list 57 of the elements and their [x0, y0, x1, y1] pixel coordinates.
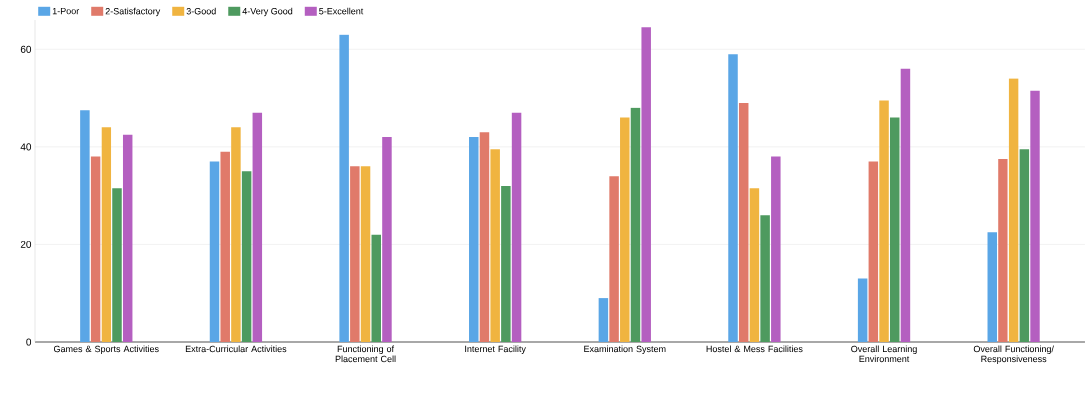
- bar: [630, 107, 641, 342]
- y-tick-label: 20: [20, 240, 32, 248]
- bar: [609, 176, 619, 342]
- bar: [749, 188, 760, 342]
- bar: [220, 151, 230, 342]
- x-tick-label: Overall Functioning/ Responsiveness: [973, 345, 1054, 364]
- bar: [511, 112, 522, 342]
- bar: [728, 54, 738, 342]
- bar: [501, 185, 511, 342]
- bar: [469, 137, 479, 342]
- legend-label: 4-Very Good: [242, 7, 293, 17]
- bar: [1030, 90, 1040, 342]
- legend-label: 5-Excellent: [319, 7, 364, 15]
- x-tick-label: Examination System: [584, 345, 666, 354]
- bar: [80, 110, 90, 342]
- bar: [620, 117, 630, 342]
- x-tick-label: Functioning of Placement Cell: [335, 345, 396, 363]
- bar: [360, 166, 371, 342]
- bar: [598, 298, 609, 342]
- bar: [112, 188, 122, 342]
- bar: [998, 159, 1008, 342]
- x-tick-label: Overall Learning Environment: [851, 345, 917, 363]
- bar: [771, 156, 781, 342]
- bar: [209, 161, 220, 342]
- x-tick-label: Hostel & Mess Facilities: [706, 345, 803, 353]
- bar: [371, 234, 381, 342]
- x-tick-label: Internet Facility: [465, 345, 526, 354]
- y-tick-label: 0: [26, 338, 32, 346]
- bar: [900, 68, 911, 342]
- y-tick-label: 60: [20, 45, 32, 53]
- bar: [382, 137, 392, 342]
- bar: [101, 127, 112, 342]
- bar: [1019, 149, 1030, 342]
- legend-label: 1-Poor: [52, 7, 80, 15]
- bar: [122, 134, 133, 342]
- bar: [868, 161, 879, 342]
- bar: [231, 127, 241, 342]
- legend-label: 2-Satisfactory: [105, 7, 161, 17]
- bar: [879, 100, 889, 342]
- bar: [490, 149, 500, 342]
- bar: [641, 27, 651, 342]
- bar: [241, 171, 252, 342]
- bar: [889, 117, 900, 342]
- bar: [738, 102, 749, 342]
- bar: [339, 34, 349, 342]
- bar: [350, 166, 360, 342]
- x-tick-label: Games & Sports Activities: [53, 345, 159, 354]
- legend-label: 3-Good: [186, 7, 216, 15]
- bar: [479, 132, 490, 342]
- bar: [987, 232, 998, 342]
- bar: [90, 156, 101, 342]
- y-tick-label: 40: [20, 143, 32, 151]
- bar: [1008, 78, 1019, 342]
- x-tick-label: Extra-Curricular Activities: [185, 345, 287, 353]
- bar: [857, 278, 868, 342]
- bar: [760, 215, 770, 342]
- bar: [252, 112, 263, 342]
